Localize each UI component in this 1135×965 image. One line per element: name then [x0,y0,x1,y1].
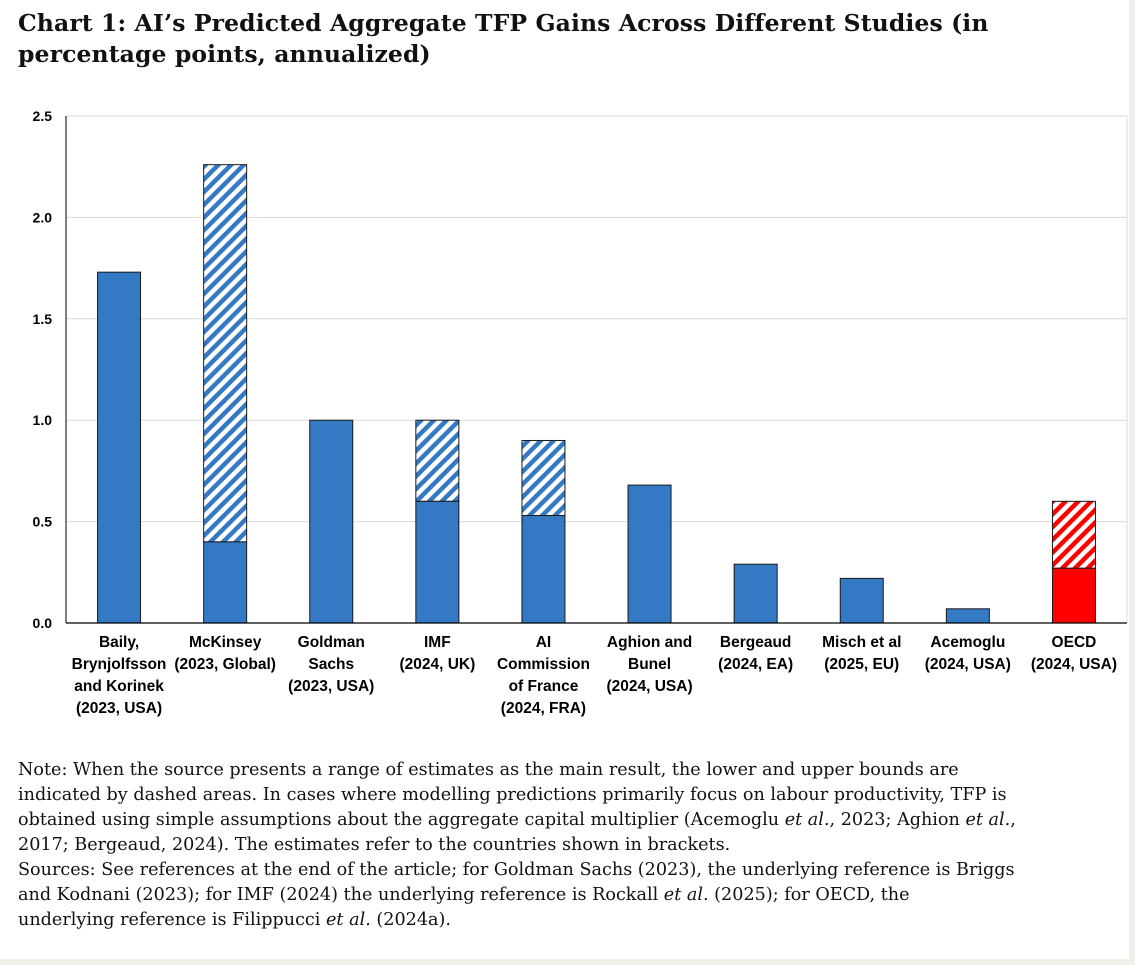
bar-estimate [415,500,460,624]
y-tick-label: 0.5 [33,514,53,530]
bar-upper-range [203,164,248,543]
bar-estimate [309,419,354,624]
bar-upper-range [521,439,566,517]
x-category-label: IMF (2024, UK) [399,634,475,673]
x-category-label: Baily, Brynjolfsson and Korinek (2023, USA) [72,634,167,717]
x-axis-labels: Baily, Brynjolfsson and Korinek (2023, USA)… [72,634,1117,717]
y-tick-label: 0.0 [33,615,53,631]
x-category-label: AI Commission of France (2024, FRA) [497,634,590,717]
sources-line: Sources: See references at the end of th… [18,860,1015,880]
sources-text: Sources: See references at the end of th… [18,858,1130,933]
plot-frame [65,115,1128,624]
x-category-label: Misch et al (2025, EU) [822,634,901,673]
bar-estimate [1051,567,1096,624]
y-tick-label: 1.0 [33,412,53,428]
bar-estimate [203,541,248,624]
chart-title: Chart 1: AI’s Predicted Aggregate TFP Ga… [18,9,989,68]
bar-upper-range [415,419,460,502]
x-category-label: Goldman Sachs (2023, USA) [288,634,374,695]
note-line: Note: When the source presents a range o… [18,760,959,780]
x-category-label: Aghion and Bunel (2024, USA) [606,634,692,695]
y-tick-label: 2.5 [33,108,53,124]
x-category-label: Acemoglu (2024, USA) [925,634,1011,673]
note-line: obtained using simple assumptions about … [18,810,1016,830]
bar-estimate [521,515,566,624]
bar-estimate [627,484,672,624]
y-tick-label: 1.5 [33,311,53,327]
chart-note: Note: When the source presents a range o… [18,758,1130,933]
note-line: 2017; Bergeaud, 2024). The estimates ref… [18,835,731,855]
bar-estimate [945,608,990,624]
sources-line: underlying reference is Filippucci et al… [18,910,451,930]
bar-estimate [97,271,142,624]
x-category-label: Bergeaud (2024, EA) [718,634,793,673]
note-text: Note: When the source presents a range o… [18,758,1130,858]
note-line: indicated by dashed areas. In cases wher… [18,785,1007,805]
x-category-label: McKinsey (2023, Global) [174,634,276,673]
x-category-label: OECD (2024, USA) [1031,634,1117,673]
bar-chart: 0.0 0.5 1.0 1.5 2.0 2.5 Baily, Brynjolfsson and… [33,108,1128,717]
bars [97,164,1096,624]
bar-estimate [733,563,778,624]
bar-estimate [839,577,884,624]
y-tick-label: 2.0 [33,209,53,225]
bar-upper-range [1051,500,1096,569]
sources-line: and Kodnani (2023); for IMF (2024) the u… [18,885,910,905]
y-axis-ticks: 0.0 0.5 1.0 1.5 2.0 2.5 [33,108,53,631]
